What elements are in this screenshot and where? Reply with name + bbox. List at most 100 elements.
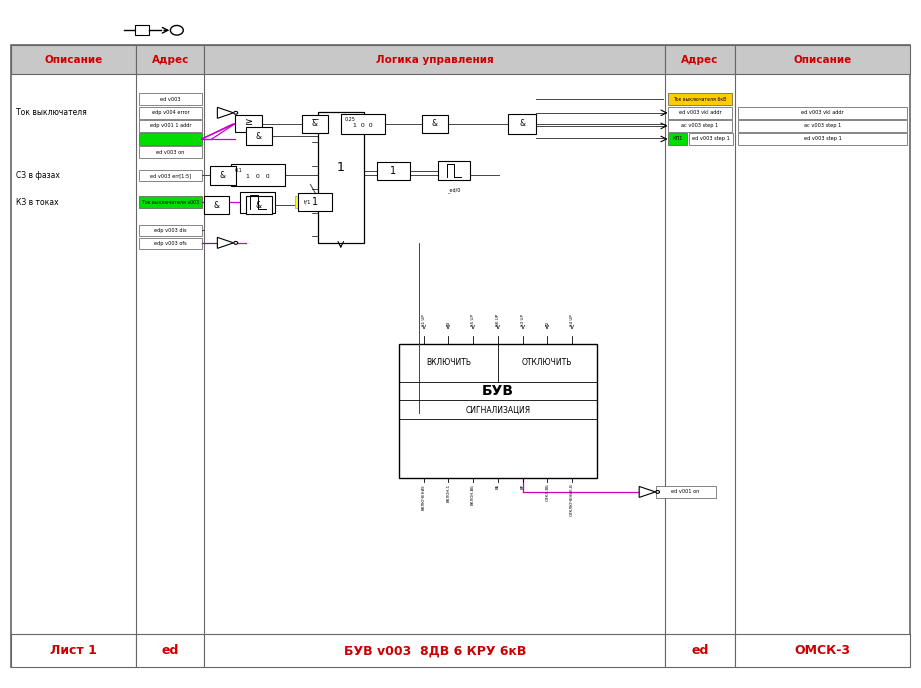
Text: ed v003: ed v003 xyxy=(160,96,181,102)
Text: Логика управления: Логика управления xyxy=(376,55,494,65)
Bar xyxy=(656,486,716,498)
Bar xyxy=(738,107,907,119)
Bar xyxy=(11,45,136,74)
Text: Ток выключателя: Ток выключателя xyxy=(16,108,87,118)
Text: КП1: КП1 xyxy=(672,136,682,142)
Text: edp v003 ofs: edp v003 ofs xyxy=(154,241,187,246)
Text: &: & xyxy=(256,131,262,141)
Bar xyxy=(204,196,229,214)
Bar xyxy=(139,147,202,158)
Text: ВКЛЮЧИТЬ: ВКЛЮЧИТЬ xyxy=(426,358,471,367)
Bar xyxy=(399,344,597,478)
Text: &: & xyxy=(214,200,219,210)
Bar xyxy=(210,166,236,185)
Text: ОТКЛЮЧИТЬ: ОТКЛЮЧИТЬ xyxy=(522,358,573,367)
Text: ВБ: ВБ xyxy=(495,484,500,489)
Bar xyxy=(204,45,665,74)
Bar xyxy=(377,162,410,180)
Bar xyxy=(136,634,204,667)
Text: ОТКЛЮЧЕНИЕ-В: ОТКЛЮЧЕНИЕ-В xyxy=(570,484,574,517)
Text: 1: 1 xyxy=(312,197,318,207)
Bar xyxy=(139,133,202,145)
Bar xyxy=(240,192,275,213)
Text: &: & xyxy=(312,119,318,129)
Bar xyxy=(665,45,735,74)
Bar xyxy=(298,193,332,211)
Text: ВКЛОН-ВБ: ВКЛОН-ВБ xyxy=(471,484,475,504)
Text: Описание: Описание xyxy=(44,55,103,65)
Text: ОТКЛ-ВБ: ОТКЛ-ВБ xyxy=(545,484,549,502)
Text: v: v xyxy=(471,324,475,330)
Text: СИГНАЛИЗАЦИЯ: СИГНАЛИЗАЦИЯ xyxy=(465,405,530,414)
Text: t/1: t/1 xyxy=(304,200,311,205)
Bar xyxy=(735,634,910,667)
Bar xyxy=(302,115,328,133)
Bar xyxy=(11,634,136,667)
Bar xyxy=(422,115,448,133)
Text: ed v003 vkl addr: ed v003 vkl addr xyxy=(801,110,844,116)
Bar xyxy=(231,164,285,186)
Text: Адрес: Адрес xyxy=(682,55,718,65)
Text: S3 UP: S3 UP xyxy=(520,314,525,326)
Bar xyxy=(136,45,204,74)
Bar xyxy=(668,120,732,132)
Text: ВКЛОН-1: ВКЛОН-1 xyxy=(447,484,450,502)
Text: ОМСК-3: ОМСК-3 xyxy=(795,645,850,657)
Bar xyxy=(689,133,733,145)
Text: &: & xyxy=(432,119,437,129)
Text: v: v xyxy=(520,324,525,330)
Text: ed v003 on: ed v003 on xyxy=(157,149,184,155)
Text: 1  0  0: 1 0 0 xyxy=(353,122,373,128)
Text: КЗ в токах: КЗ в токах xyxy=(16,197,58,207)
Text: 1: 1 xyxy=(337,161,344,173)
Text: v: v xyxy=(422,324,426,330)
Bar xyxy=(139,170,202,182)
Text: v: v xyxy=(545,324,549,330)
Bar xyxy=(668,94,732,105)
Text: ed: ed xyxy=(162,645,179,657)
Bar xyxy=(341,114,385,134)
Text: S2: S2 xyxy=(545,321,549,326)
Text: ed v003 vkl addr: ed v003 vkl addr xyxy=(679,110,721,116)
Text: Ток выключателя v003: Ток выключателя v003 xyxy=(142,200,199,205)
Bar xyxy=(295,196,321,208)
Bar xyxy=(246,127,272,145)
Bar xyxy=(738,120,907,132)
Text: БУВ v003  8ДВ 6 КРУ 6кВ: БУВ v003 8ДВ 6 КРУ 6кВ xyxy=(344,645,526,657)
Text: БУВ: БУВ xyxy=(482,384,514,398)
Text: S3: S3 xyxy=(447,321,450,326)
Bar xyxy=(139,94,202,105)
Text: S1 UP: S1 UP xyxy=(422,314,426,326)
Text: ≥: ≥ xyxy=(245,118,252,127)
Text: BK UP: BK UP xyxy=(495,314,500,326)
Text: edp v003 dis: edp v003 dis xyxy=(154,228,187,233)
Bar xyxy=(135,25,149,35)
Text: edp v004 error: edp v004 error xyxy=(152,110,189,116)
Text: ВР: ВР xyxy=(520,484,525,488)
Bar xyxy=(668,107,732,119)
Bar xyxy=(735,45,910,74)
Text: Адрес: Адрес xyxy=(152,55,189,65)
Bar xyxy=(318,112,364,243)
Bar xyxy=(139,197,202,208)
Text: СЗ в фазах: СЗ в фазах xyxy=(16,171,60,180)
Text: &: & xyxy=(256,200,262,210)
Text: ed v003 step 1: ed v003 step 1 xyxy=(804,136,841,142)
Text: 1: 1 xyxy=(391,166,396,175)
Bar xyxy=(139,238,202,250)
Bar xyxy=(246,196,272,214)
Text: &: & xyxy=(519,119,525,129)
Text: ed v003 step 1: ed v003 step 1 xyxy=(692,136,729,142)
Text: _ed/0: _ed/0 xyxy=(448,187,460,193)
Text: Лист 1: Лист 1 xyxy=(51,645,97,657)
Text: Ток выключателя 6кВ: Ток выключателя 6кВ xyxy=(673,96,727,102)
Text: ed: ed xyxy=(692,645,708,657)
Bar xyxy=(508,114,536,134)
Text: v: v xyxy=(447,324,450,330)
Text: ed v003 err[1:5]: ed v003 err[1:5] xyxy=(150,173,191,178)
Bar xyxy=(668,133,687,145)
Bar xyxy=(235,115,262,133)
Text: ВКЛЮЧЕНИЕ: ВКЛЮЧЕНИЕ xyxy=(422,484,426,510)
Text: ac v003 step 1: ac v003 step 1 xyxy=(682,123,718,129)
Bar xyxy=(139,107,202,119)
